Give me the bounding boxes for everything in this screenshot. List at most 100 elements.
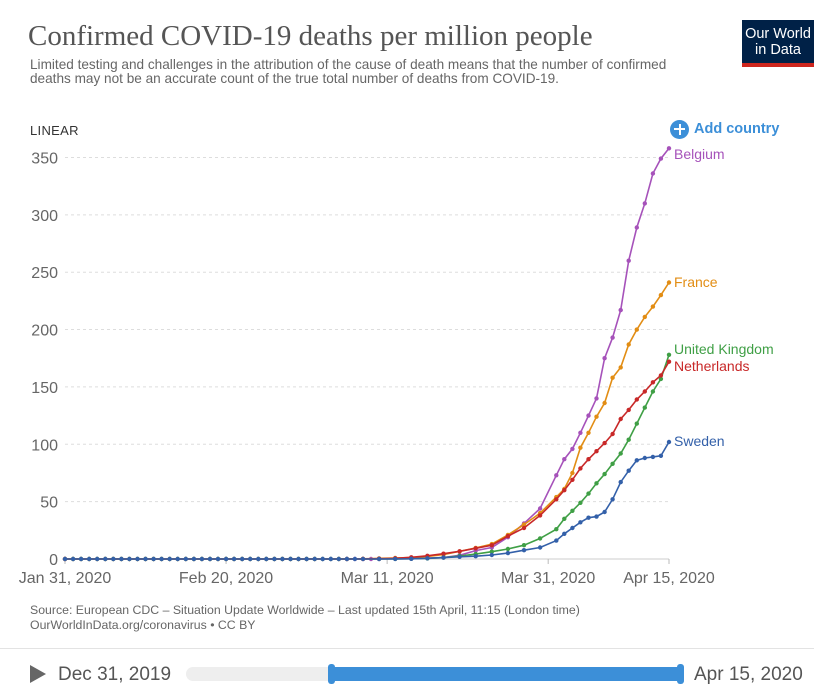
point-united-kingdom[interactable]: [602, 471, 607, 477]
point-belgium[interactable]: [658, 156, 664, 161]
point-belgium[interactable]: [666, 146, 672, 151]
point-united-kingdom[interactable]: [626, 437, 631, 442]
point-sweden[interactable]: [119, 556, 124, 562]
point-sweden[interactable]: [521, 548, 527, 553]
point-sweden[interactable]: [562, 531, 567, 536]
point-netherlands[interactable]: [658, 373, 664, 378]
series-label-belgium[interactable]: Belgium: [674, 146, 725, 162]
timeline-end-handle[interactable]: [677, 664, 684, 684]
point-netherlands[interactable]: [537, 513, 543, 518]
point-sweden[interactable]: [666, 439, 672, 445]
point-sweden[interactable]: [167, 556, 172, 562]
timeline-track[interactable]: [186, 664, 684, 684]
point-sweden[interactable]: [570, 525, 575, 531]
point-france[interactable]: [642, 314, 647, 320]
point-france[interactable]: [578, 445, 583, 450]
point-sweden[interactable]: [280, 556, 285, 562]
point-netherlands[interactable]: [441, 551, 446, 556]
point-sweden[interactable]: [151, 556, 156, 562]
point-netherlands[interactable]: [457, 549, 462, 554]
point-netherlands[interactable]: [634, 397, 639, 402]
point-united-kingdom[interactable]: [537, 536, 543, 541]
point-sweden[interactable]: [376, 556, 382, 562]
series-sweden[interactable]: [62, 439, 672, 562]
point-sweden[interactable]: [554, 538, 559, 543]
point-sweden[interactable]: [135, 556, 140, 562]
series-netherlands[interactable]: [62, 359, 672, 562]
point-netherlands[interactable]: [602, 440, 607, 446]
point-france[interactable]: [618, 365, 623, 370]
point-sweden[interactable]: [602, 509, 607, 515]
point-sweden[interactable]: [304, 556, 309, 562]
point-sweden[interactable]: [70, 556, 76, 562]
point-sweden[interactable]: [409, 556, 414, 561]
point-sweden[interactable]: [248, 556, 253, 562]
point-netherlands[interactable]: [554, 497, 559, 502]
point-france[interactable]: [666, 280, 672, 285]
series-line-france[interactable]: [65, 282, 670, 560]
series-label-france[interactable]: France: [674, 274, 718, 290]
point-sweden[interactable]: [191, 556, 197, 562]
point-sweden[interactable]: [111, 556, 116, 562]
point-sweden[interactable]: [441, 555, 446, 560]
point-belgium[interactable]: [650, 171, 656, 176]
point-sweden[interactable]: [288, 556, 293, 562]
series-line-belgium[interactable]: [65, 147, 670, 560]
point-belgium[interactable]: [586, 413, 591, 418]
point-sweden[interactable]: [95, 556, 100, 562]
point-belgium[interactable]: [610, 335, 615, 340]
series-line-united-kingdom[interactable]: [65, 354, 670, 560]
point-sweden[interactable]: [320, 556, 325, 562]
point-sweden[interactable]: [594, 514, 599, 519]
point-netherlands[interactable]: [578, 466, 583, 471]
point-netherlands[interactable]: [521, 525, 527, 531]
point-sweden[interactable]: [78, 556, 84, 562]
point-united-kingdom[interactable]: [570, 508, 575, 513]
point-sweden[interactable]: [103, 556, 108, 562]
point-sweden[interactable]: [425, 556, 430, 561]
point-sweden[interactable]: [264, 556, 269, 562]
point-netherlands[interactable]: [586, 457, 591, 462]
point-united-kingdom[interactable]: [554, 527, 559, 532]
series-line-netherlands[interactable]: [65, 361, 670, 560]
point-sweden[interactable]: [199, 556, 205, 562]
point-sweden[interactable]: [344, 556, 350, 562]
point-netherlands[interactable]: [650, 380, 656, 385]
point-sweden[interactable]: [296, 556, 301, 562]
point-sweden[interactable]: [240, 556, 245, 562]
point-netherlands[interactable]: [642, 389, 647, 394]
series-belgium[interactable]: [62, 146, 672, 562]
series-label-netherlands[interactable]: Netherlands: [674, 358, 750, 374]
point-belgium[interactable]: [578, 430, 583, 435]
timeline-start-handle[interactable]: [328, 664, 336, 684]
point-sweden[interactable]: [352, 556, 358, 562]
point-france[interactable]: [521, 522, 527, 527]
point-belgium[interactable]: [642, 201, 647, 206]
point-belgium[interactable]: [626, 258, 631, 263]
point-sweden[interactable]: [578, 520, 583, 525]
point-united-kingdom[interactable]: [586, 491, 591, 496]
point-netherlands[interactable]: [562, 488, 567, 493]
point-belgium[interactable]: [570, 446, 575, 452]
point-sweden[interactable]: [175, 556, 180, 562]
point-sweden[interactable]: [143, 556, 148, 562]
point-netherlands[interactable]: [618, 416, 623, 422]
point-france[interactable]: [602, 400, 607, 406]
point-sweden[interactable]: [650, 454, 656, 460]
point-sweden[interactable]: [223, 556, 229, 562]
point-sweden[interactable]: [473, 554, 478, 559]
point-sweden[interactable]: [610, 497, 615, 502]
point-sweden[interactable]: [328, 556, 333, 562]
point-sweden[interactable]: [658, 453, 664, 458]
point-belgium[interactable]: [554, 473, 559, 478]
point-united-kingdom[interactable]: [489, 549, 494, 554]
owid-logo[interactable]: Our World in Data: [742, 20, 814, 67]
add-country-button[interactable]: Add country: [670, 118, 779, 140]
point-sweden[interactable]: [207, 556, 213, 562]
series-line-sweden[interactable]: [65, 441, 670, 560]
point-sweden[interactable]: [272, 556, 277, 562]
point-netherlands[interactable]: [626, 407, 631, 413]
point-sweden[interactable]: [457, 554, 462, 559]
point-netherlands[interactable]: [594, 449, 599, 454]
point-sweden[interactable]: [215, 556, 221, 562]
